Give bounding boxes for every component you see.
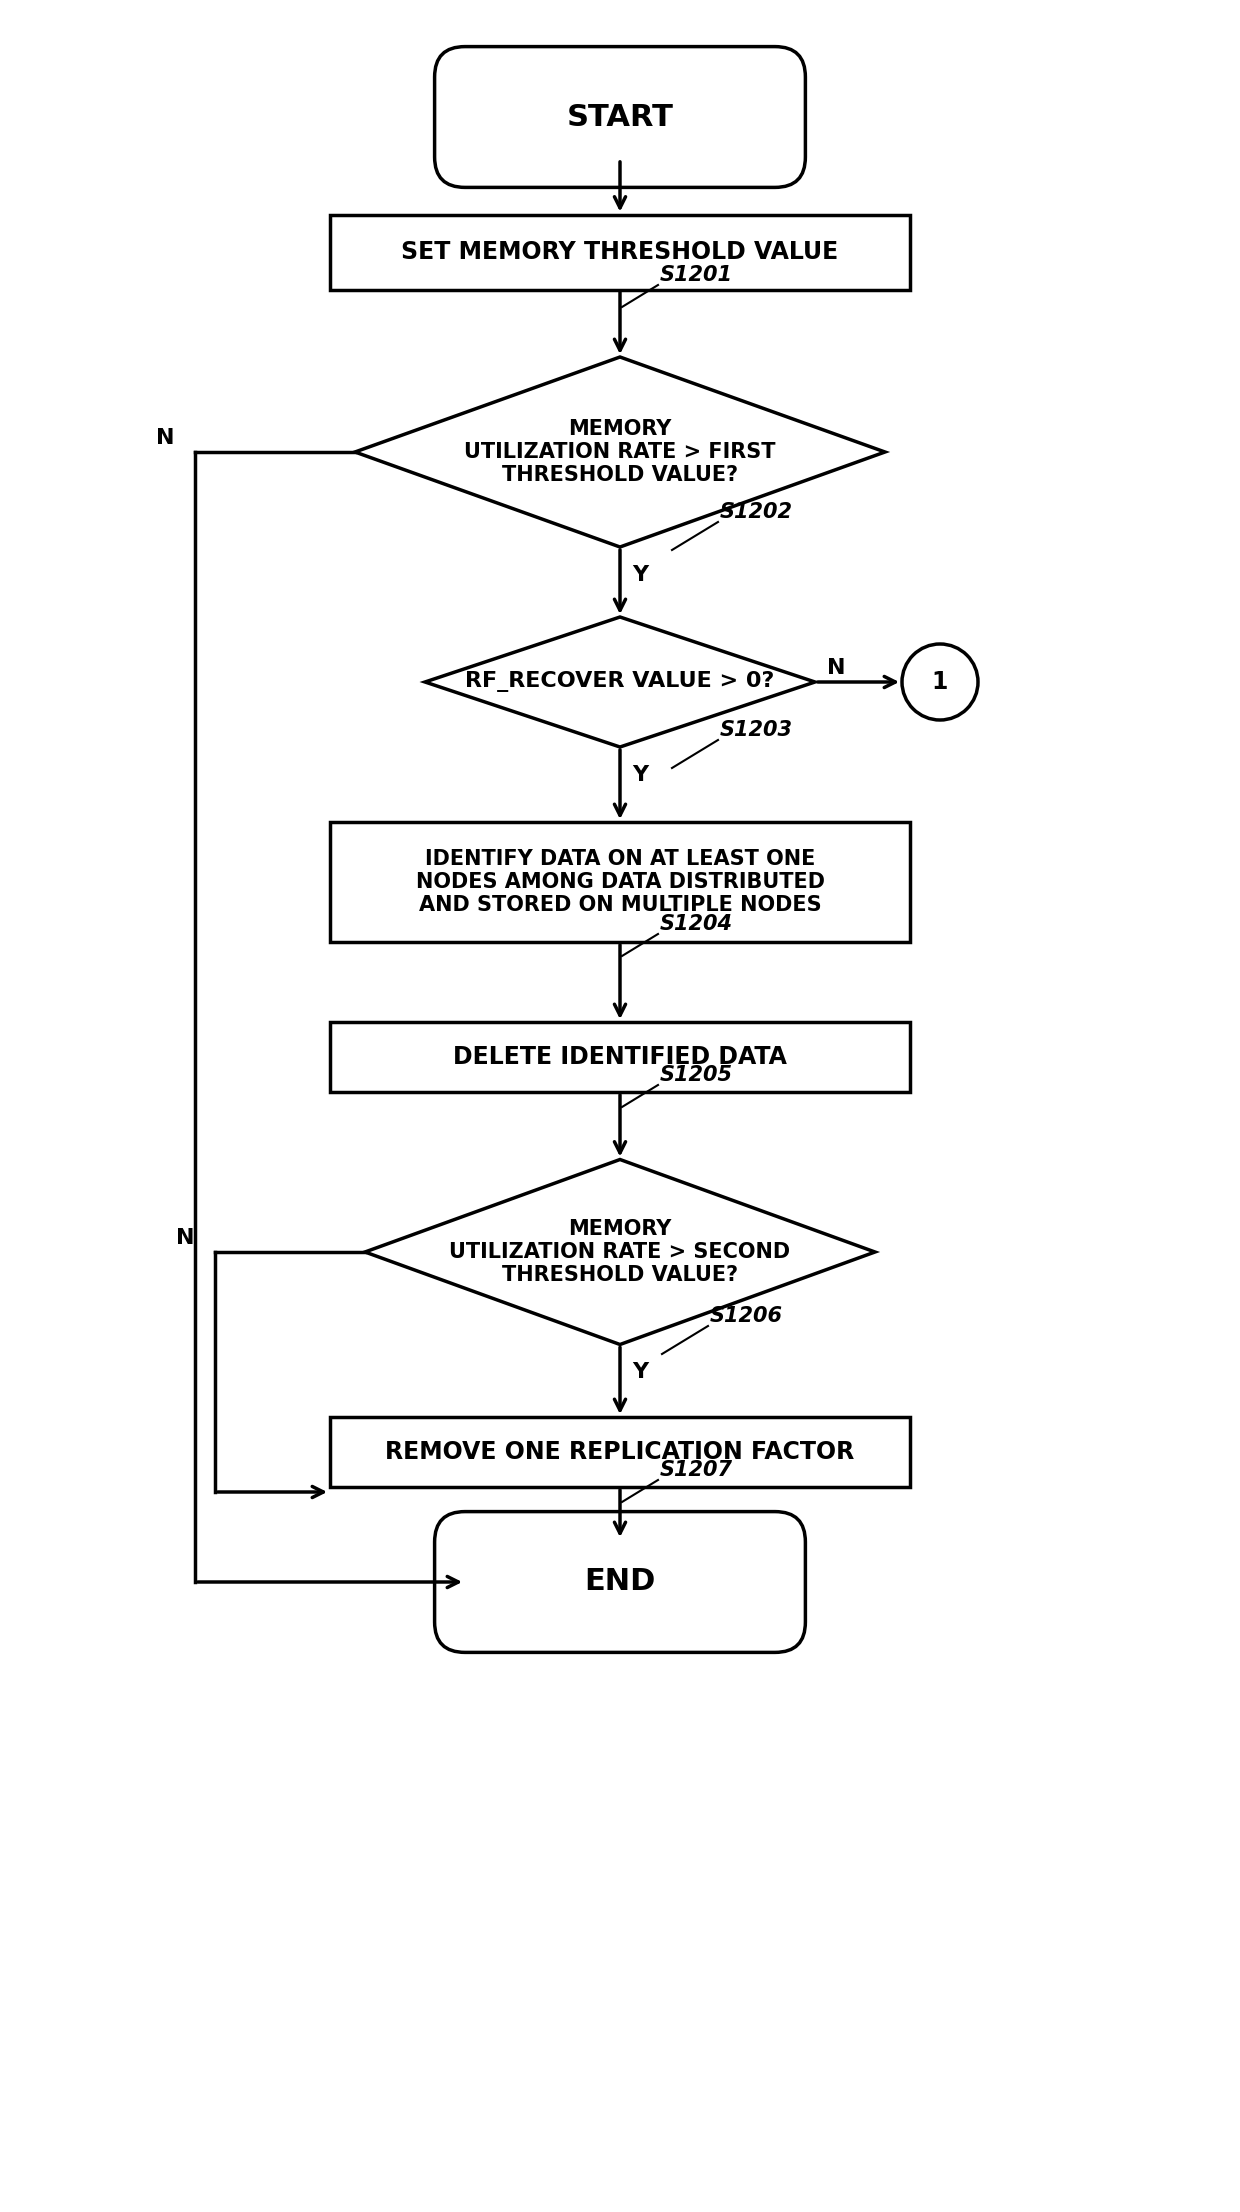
Text: RF_RECOVER VALUE > 0?: RF_RECOVER VALUE > 0?: [465, 672, 775, 692]
Polygon shape: [425, 617, 815, 748]
Text: MEMORY
UTILIZATION RATE > SECOND
THRESHOLD VALUE?: MEMORY UTILIZATION RATE > SECOND THRESHO…: [449, 1219, 791, 1285]
Text: N: N: [176, 1228, 195, 1248]
Polygon shape: [355, 356, 885, 546]
Text: DELETE IDENTIFIED DATA: DELETE IDENTIFIED DATA: [453, 1044, 787, 1068]
Text: START: START: [567, 102, 673, 131]
Text: Y: Y: [632, 765, 649, 785]
Bar: [330, 823, 910, 942]
Text: IDENTIFY DATA ON AT LEAST ONE
NODES AMONG DATA DISTRIBUTED
AND STORED ON MULTIPL: IDENTIFY DATA ON AT LEAST ONE NODES AMON…: [415, 849, 825, 916]
Polygon shape: [365, 1159, 875, 1345]
Bar: [330, 1022, 910, 1093]
Text: N: N: [156, 427, 175, 449]
Text: S1207: S1207: [660, 1460, 733, 1480]
Text: S1205: S1205: [660, 1064, 733, 1086]
Text: S1201: S1201: [660, 265, 733, 285]
Text: Y: Y: [632, 564, 649, 584]
Text: MEMORY
UTILIZATION RATE > FIRST
THRESHOLD VALUE?: MEMORY UTILIZATION RATE > FIRST THRESHOL…: [464, 418, 776, 484]
FancyBboxPatch shape: [434, 46, 806, 188]
Text: 1: 1: [931, 670, 949, 695]
Text: REMOVE ONE REPLICATION FACTOR: REMOVE ONE REPLICATION FACTOR: [386, 1440, 854, 1464]
Text: SET MEMORY THRESHOLD VALUE: SET MEMORY THRESHOLD VALUE: [402, 239, 838, 263]
Text: S1202: S1202: [720, 502, 794, 522]
Text: S1203: S1203: [720, 719, 794, 741]
Bar: [330, 1418, 910, 1486]
Bar: [330, 215, 910, 290]
Text: Y: Y: [632, 1363, 649, 1382]
Circle shape: [901, 644, 978, 719]
Text: S1204: S1204: [660, 914, 733, 933]
Text: N: N: [827, 657, 846, 679]
Text: END: END: [584, 1568, 656, 1597]
Text: S1206: S1206: [711, 1305, 782, 1325]
FancyBboxPatch shape: [434, 1511, 806, 1652]
